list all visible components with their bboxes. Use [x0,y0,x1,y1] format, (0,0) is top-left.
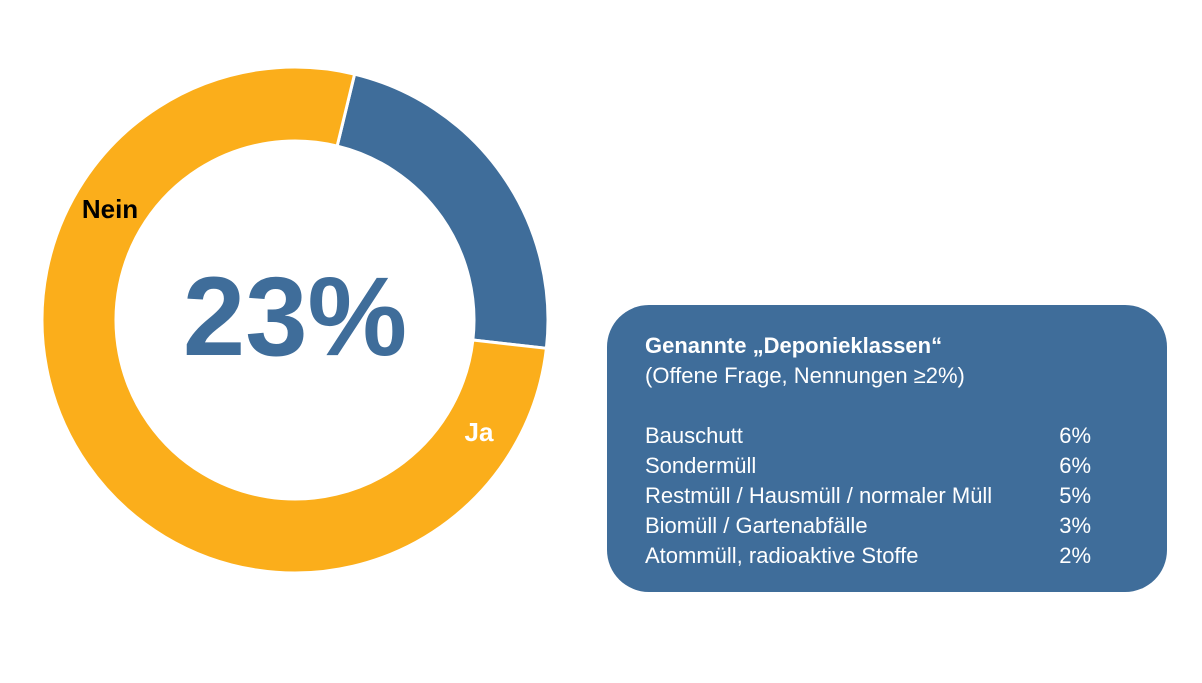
slice-label-nein: Nein [82,194,138,224]
list-item: Restmüll / Hausmüll / normaler Müll 5% [645,481,1091,511]
list-item: Bauschutt 6% [645,421,1091,451]
donut-slice-nein [40,65,549,575]
list-item: Biomüll / Gartenabfälle 3% [645,511,1091,541]
info-subtitle: (Offene Frage, Nennungen ≥2%) [645,363,965,388]
info-box: Genannte „Deponieklassen“ (Offene Frage,… [607,305,1167,592]
list-item: Sondermüll 6% [645,451,1091,481]
info-list: Bauschutt 6% Sondermüll 6% Restmüll / Ha… [645,421,1129,571]
info-title: Genannte „Deponieklassen“ [645,333,943,358]
slice-label-ja: Ja [465,417,494,447]
center-value: 23% [183,254,407,379]
item-value: 6% [1059,423,1091,448]
item-label: Sondermüll [645,453,757,478]
list-item: Atommüll, radioaktive Stoffe 2% [645,541,1091,571]
item-value: 5% [1059,483,1091,508]
donut-chart: Ja Nein 23% [40,65,550,575]
item-label: Atommüll, radioaktive Stoffe [645,543,919,568]
item-label: Biomüll / Gartenabfälle [645,513,868,538]
item-label: Restmüll / Hausmüll / normaler Müll [645,483,993,508]
item-value: 3% [1059,513,1091,538]
donut-slices [40,65,550,575]
item-value: 2% [1059,543,1091,568]
item-label: Bauschutt [645,423,743,448]
item-value: 6% [1059,453,1091,478]
